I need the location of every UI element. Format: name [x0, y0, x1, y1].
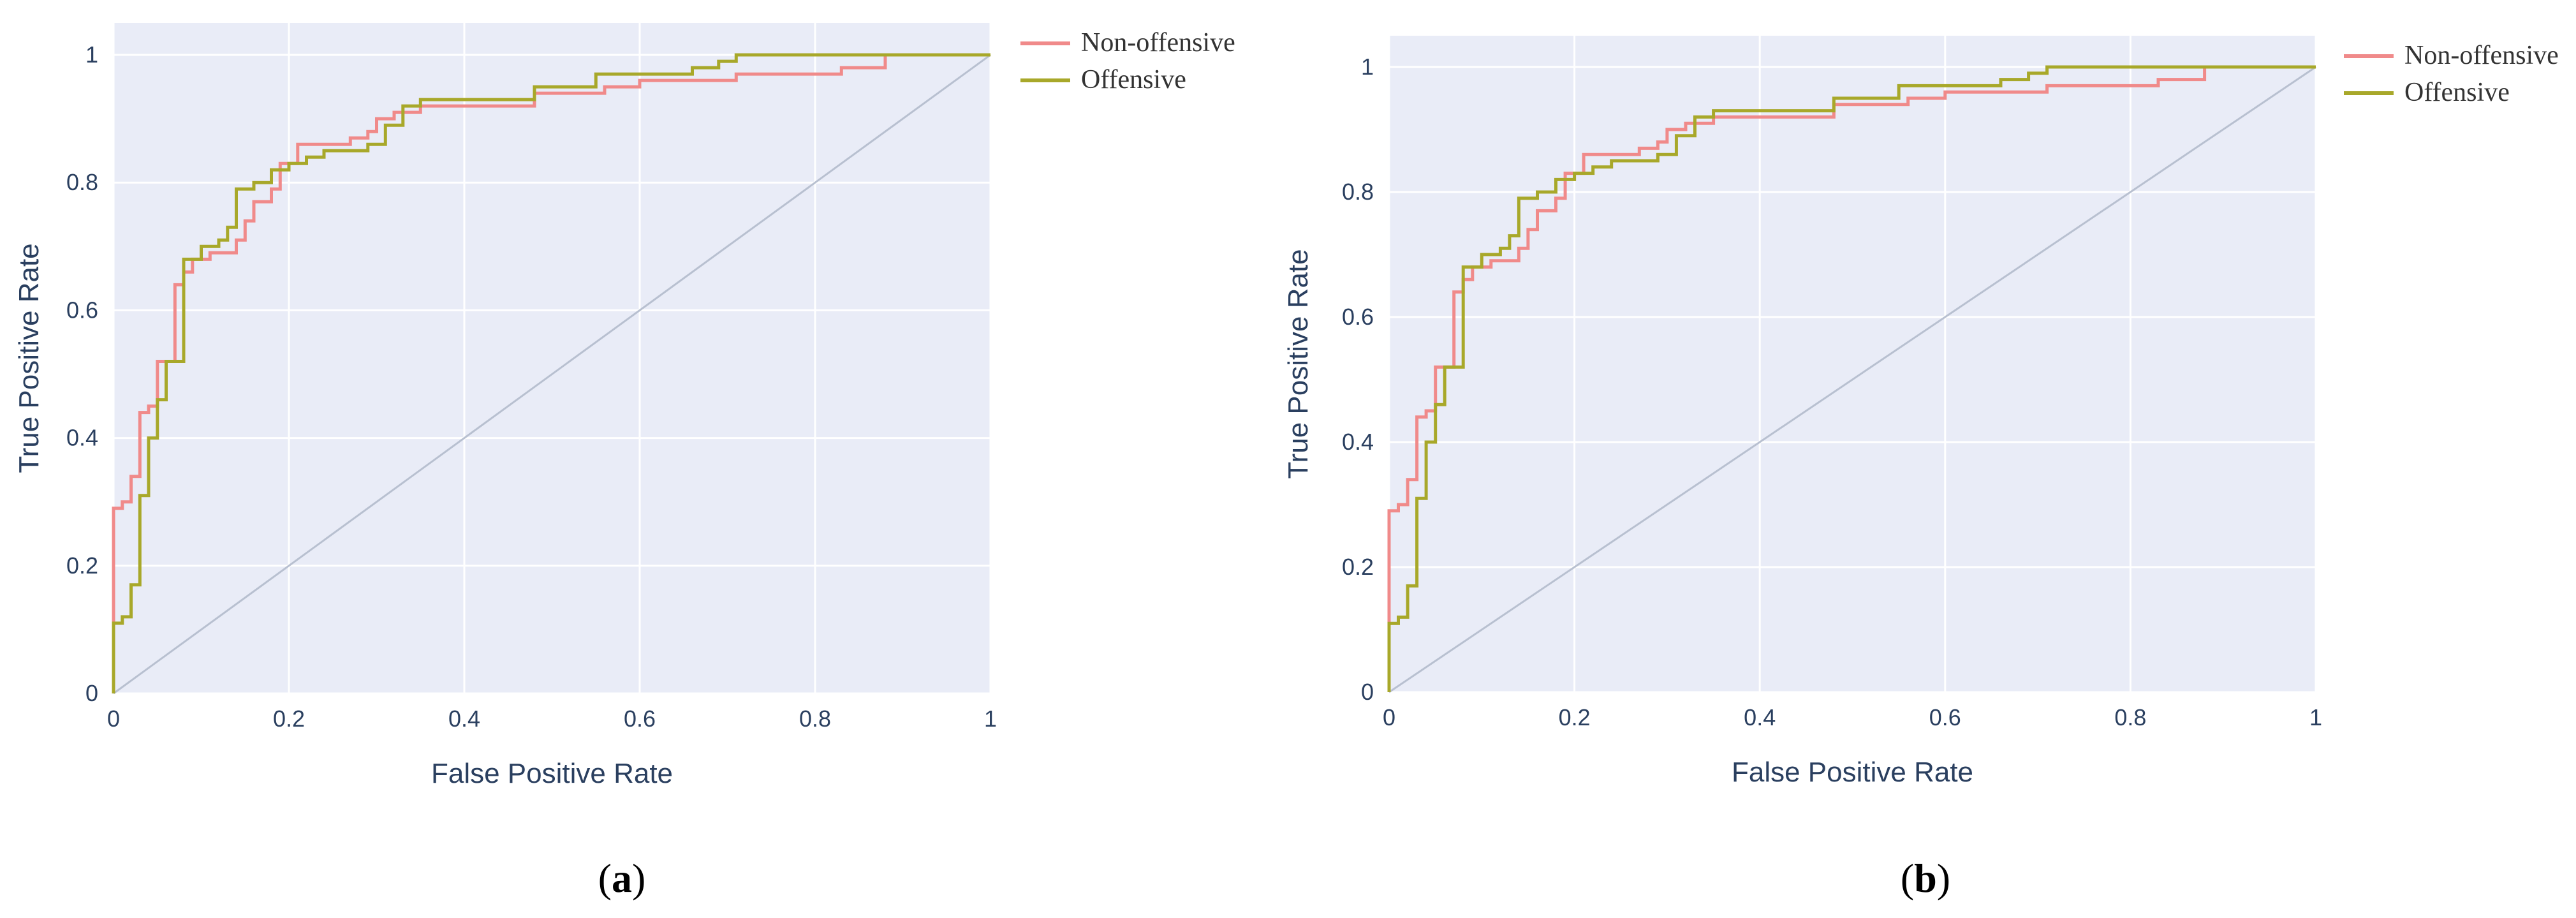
x-tick-label: 0.2	[1559, 704, 1591, 730]
y-tick-label: 0.2	[66, 552, 98, 579]
panel-label-letter: b	[1914, 855, 1937, 901]
legend: Non-offensive Offensive	[1020, 28, 1235, 94]
x-tick-label: 0.4	[1744, 704, 1776, 730]
panel-label-open-paren: (	[598, 855, 612, 901]
y-tick-label: 1	[1361, 54, 1374, 80]
x-tick-label: 0	[1383, 704, 1395, 730]
x-tick-label: 0.8	[799, 706, 831, 732]
plot-area	[1389, 36, 2316, 692]
y-tick-label: 0.8	[66, 169, 98, 195]
x-tick-label: 1	[984, 706, 997, 732]
panel-label-letter: a	[612, 855, 632, 901]
y-axis-title: True Positive Rate	[1283, 249, 1314, 478]
y-tick-label: 0.4	[66, 425, 98, 451]
y-tick-label: 0	[85, 680, 98, 706]
series-line-non-offensive	[1387, 65, 2316, 692]
y-tick-label: 0.6	[1342, 304, 1374, 330]
legend-label: Offensive	[2404, 78, 2510, 107]
legend-label: Non-offensive	[1081, 28, 1235, 57]
x-tick-label: 0.6	[1929, 704, 1961, 730]
series-line-offensive	[1387, 65, 2316, 692]
series-line-non-offensive	[112, 53, 990, 693]
legend-label: Offensive	[1081, 65, 1186, 94]
y-tick-label: 0.6	[66, 297, 98, 323]
y-tick-label: 0	[1361, 679, 1374, 705]
x-tick-label: 1	[2309, 704, 2322, 730]
x-tick-label: 0.2	[273, 706, 305, 732]
y-tick-label: 1	[85, 41, 98, 68]
y-axis-title: True Positive Rate	[13, 243, 45, 473]
x-axis-title: False Positive Rate	[1732, 757, 1973, 788]
y-tick-label: 0.4	[1342, 429, 1374, 455]
x-axis-title: False Positive Rate	[431, 758, 673, 789]
panel-label: (a)	[598, 855, 646, 901]
x-tick-label: 0.4	[448, 706, 480, 732]
panel-label: (b)	[1901, 855, 1950, 901]
x-tick-label: 0.8	[2114, 704, 2146, 730]
x-tick-label: 0.6	[624, 706, 656, 732]
y-tick-label: 0.8	[1342, 179, 1374, 205]
panel-label-close-paren: )	[632, 855, 645, 901]
x-tick-label: 0	[107, 706, 120, 732]
panel-label-close-paren: )	[1937, 855, 1950, 901]
legend-label: Non-offensive	[2404, 41, 2559, 70]
plot-area	[114, 23, 990, 693]
y-tick-label: 0.2	[1342, 554, 1374, 580]
chance-diagonal-line	[113, 54, 991, 695]
panel-label-open-paren: (	[1901, 855, 1914, 901]
chance-diagonal-line	[1388, 66, 2316, 693]
series-line-offensive	[112, 53, 990, 693]
legend: Non-offensive Offensive	[2344, 41, 2559, 107]
roc-panel-a: 0 0.2 0.4 0.6 0.8 1 0 0.2 0.4 0.6 0.8 1 False Positi…	[13, 23, 1235, 901]
roc-panel-b: 0 0.2 0.4 0.6 0.8 1 0 0.2 0.4 0.6 0.8 1 False Positi…	[1283, 36, 2559, 901]
